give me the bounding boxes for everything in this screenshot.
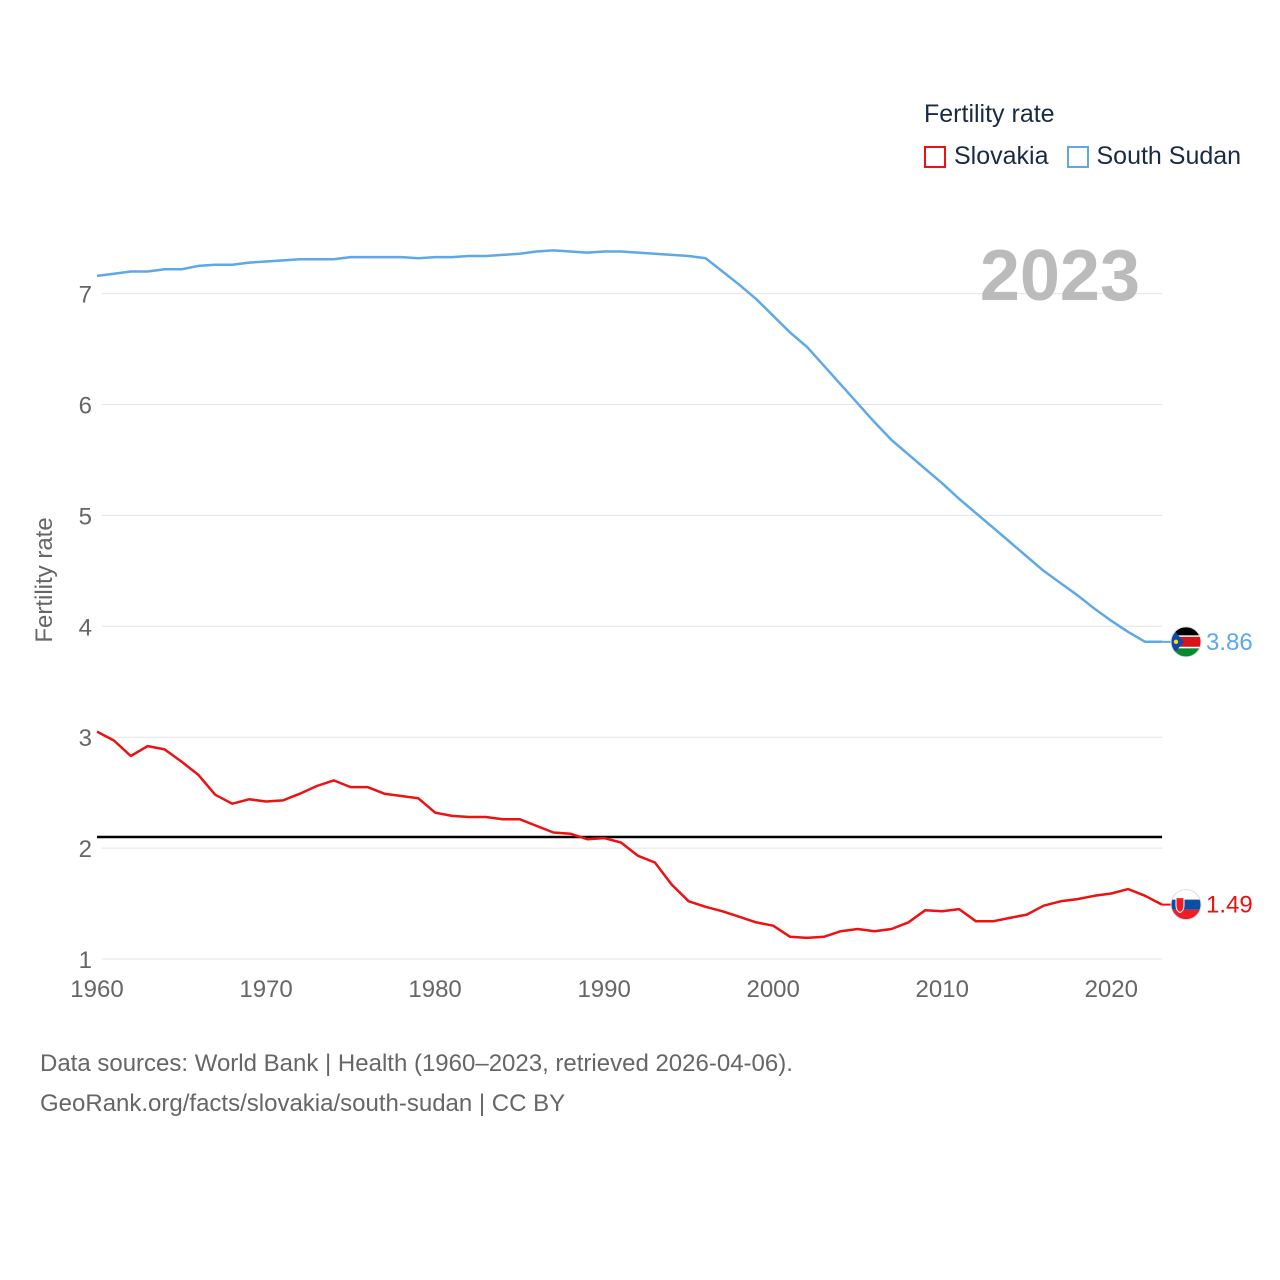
legend: Slovakia South Sudan (924, 142, 1259, 171)
y-tick-label: 1 (79, 947, 92, 974)
y-tick-label: 6 (79, 393, 92, 420)
x-tick-label: 2010 (916, 976, 969, 1003)
data-source-text: Data sources: World Bank | Health (1960–… (40, 1050, 793, 1077)
y-axis-ticks: 1 2 3 4 5 6 7 (79, 282, 92, 974)
series-line-slovakia (96, 730, 1163, 940)
legend-label-slovakia: Slovakia (954, 142, 1049, 170)
series-lines (96, 249, 1163, 940)
end-value-label-south-sudan: 3.86 (1206, 629, 1253, 656)
x-tick-label: 1990 (577, 976, 630, 1003)
y-tick-label: 4 (79, 614, 92, 641)
y-tick-label: 7 (79, 282, 92, 309)
legend-title: Fertility rate (924, 100, 1055, 128)
footer: Data sources: World Bank | Health (1960–… (40, 1044, 793, 1124)
source-link[interactable]: GeoRank.org/facts/slovakia/south-sudan |… (40, 1090, 566, 1117)
y-tick-label: 2 (79, 836, 92, 863)
x-tick-label: 1980 (408, 976, 461, 1003)
slovakia-flag-icon (1170, 889, 1202, 921)
legend-item-south-sudan[interactable]: South Sudan (1066, 142, 1242, 171)
grid-lines (102, 293, 1162, 960)
x-tick-label: 1970 (239, 976, 292, 1003)
legend-label-south-sudan: South Sudan (1096, 142, 1242, 170)
series-end-markers: 1.49 3.86 (1162, 626, 1253, 921)
x-tick-label: 2020 (1085, 976, 1138, 1003)
y-tick-label: 5 (79, 503, 92, 530)
legend-swatch-slovakia (924, 145, 946, 168)
y-axis-label: Fertility rate (31, 517, 58, 642)
legend-swatch-south-sudan (1066, 145, 1089, 168)
y-tick-label: 3 (79, 725, 92, 752)
x-tick-label: 1960 (70, 976, 123, 1003)
end-value-label-slovakia: 1.49 (1206, 892, 1253, 919)
year-label: 2023 (980, 236, 1140, 316)
legend-item-slovakia[interactable]: Slovakia (924, 142, 1049, 171)
x-tick-label: 2000 (746, 976, 799, 1003)
x-axis-ticks: 1960 1970 1980 1990 2000 2010 2020 (70, 976, 1138, 1003)
series-line-south-sudan (96, 249, 1162, 644)
south-sudan-flag-icon (1170, 626, 1202, 658)
